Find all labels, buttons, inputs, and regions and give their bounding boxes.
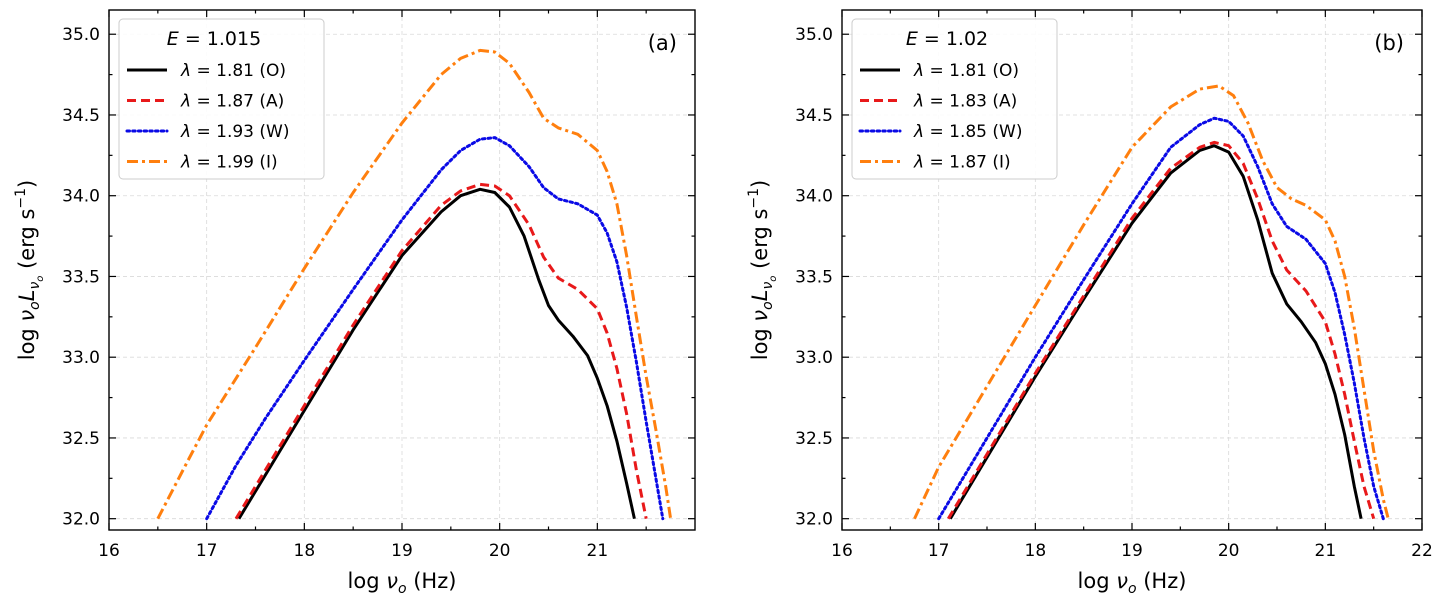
legend-label: λ = 1.87 (A) bbox=[180, 92, 284, 112]
series-line-a bbox=[234, 182, 648, 520]
legend-title: E = 1.02 bbox=[906, 28, 988, 50]
series-line-o bbox=[949, 144, 1363, 520]
y-tick-label: 34.0 bbox=[795, 187, 833, 207]
x-axis-label: log νo (Hz) bbox=[348, 569, 457, 597]
legend-item-o: λ = 1.81 (O) bbox=[860, 61, 1019, 81]
y-tick-label: 32.0 bbox=[62, 510, 100, 530]
series-line-w bbox=[937, 116, 1385, 521]
series-line-i bbox=[913, 84, 1390, 520]
legend-box bbox=[118, 18, 325, 180]
x-tick-label: 17 bbox=[928, 541, 950, 561]
x-tick-label: 16 bbox=[98, 541, 120, 561]
legend-item-i: λ = 1.99 (I) bbox=[127, 153, 278, 173]
x-tick-label: 20 bbox=[1218, 541, 1240, 561]
panel-b: 16 17 18 19 20 21 22 32.0 32.5 33.0 33.5 34.0 34.5 35… bbox=[746, 9, 1433, 597]
panel-a: 16 17 18 19 20 21 32.0 32.5 33.0 33.5 34.0 34.5 35.0… bbox=[13, 9, 696, 597]
y-tick-label: 35.0 bbox=[795, 25, 833, 45]
y-tick-label: 35.0 bbox=[62, 25, 100, 45]
legend-label: λ = 1.81 (O) bbox=[180, 61, 286, 81]
legend-label: λ = 1.85 (W) bbox=[913, 122, 1022, 142]
panel-tag: (b) bbox=[1374, 31, 1404, 55]
legend-title-value: 1.015 bbox=[207, 28, 261, 50]
y-tick-label: 33.5 bbox=[62, 267, 100, 287]
legend-label: λ = 1.93 (W) bbox=[180, 122, 289, 142]
y-tick-label: 32.5 bbox=[795, 429, 833, 449]
panel-tag: (a) bbox=[648, 31, 677, 55]
y-tick-label: 33.0 bbox=[795, 348, 833, 368]
x-tick-label: 19 bbox=[391, 541, 413, 561]
series-line-o bbox=[237, 187, 636, 520]
y-tick-label: 33.0 bbox=[62, 348, 100, 368]
legend-item-w: λ = 1.93 (W) bbox=[125, 122, 289, 142]
x-tick-label: 21 bbox=[587, 541, 609, 561]
legend-box bbox=[851, 18, 1058, 180]
y-axis-label: log νoLνo (erg s−1) bbox=[13, 180, 46, 361]
legend-item-w: λ = 1.85 (W) bbox=[858, 122, 1022, 142]
x-tick-label: 22 bbox=[1411, 541, 1433, 561]
legend-label: λ = 1.83 (A) bbox=[913, 92, 1017, 112]
y-tick-label: 32.0 bbox=[795, 510, 833, 530]
x-axis-label: log νo (Hz) bbox=[1078, 569, 1187, 597]
x-tick-label: 19 bbox=[1121, 541, 1143, 561]
series-line-w bbox=[205, 136, 665, 521]
x-tick-label: 16 bbox=[831, 541, 853, 561]
y-axis-label: log νoLνo (erg s−1) bbox=[746, 180, 779, 361]
legend-item-i: λ = 1.87 (I) bbox=[860, 153, 1011, 173]
y-tick-label: 33.5 bbox=[795, 267, 833, 287]
y-tick-label: 34.5 bbox=[62, 106, 100, 126]
series-line-i bbox=[156, 48, 673, 520]
legend: E = 1.015 λ = 1.81 (O) λ = 1.87 (A) λ = 1.9… bbox=[118, 18, 325, 180]
y-tick-label: 34.0 bbox=[62, 187, 100, 207]
series-line-a bbox=[947, 140, 1376, 520]
x-tick-label: 18 bbox=[1025, 541, 1047, 561]
legend-title: E = 1.015 bbox=[167, 28, 261, 50]
legend-item-a: λ = 1.83 (A) bbox=[860, 92, 1017, 112]
legend-label: λ = 1.87 (I) bbox=[913, 153, 1011, 173]
legend-label: λ = 1.99 (I) bbox=[180, 153, 278, 173]
legend-label: λ = 1.81 (O) bbox=[913, 61, 1019, 81]
x-tick-label: 21 bbox=[1315, 541, 1337, 561]
x-tick-label: 18 bbox=[294, 541, 316, 561]
y-tick-label: 32.5 bbox=[62, 429, 100, 449]
y-tick-label: 34.5 bbox=[795, 106, 833, 126]
legend-item-a: λ = 1.87 (A) bbox=[127, 92, 284, 112]
x-tick-label: 17 bbox=[196, 541, 218, 561]
legend: E = 1.02 λ = 1.81 (O) λ = 1.83 (A) λ = 1.85… bbox=[851, 18, 1058, 180]
legend-title-value: 1.02 bbox=[946, 28, 988, 50]
x-tick-label: 20 bbox=[489, 541, 511, 561]
legend-item-o: λ = 1.81 (O) bbox=[127, 61, 286, 81]
